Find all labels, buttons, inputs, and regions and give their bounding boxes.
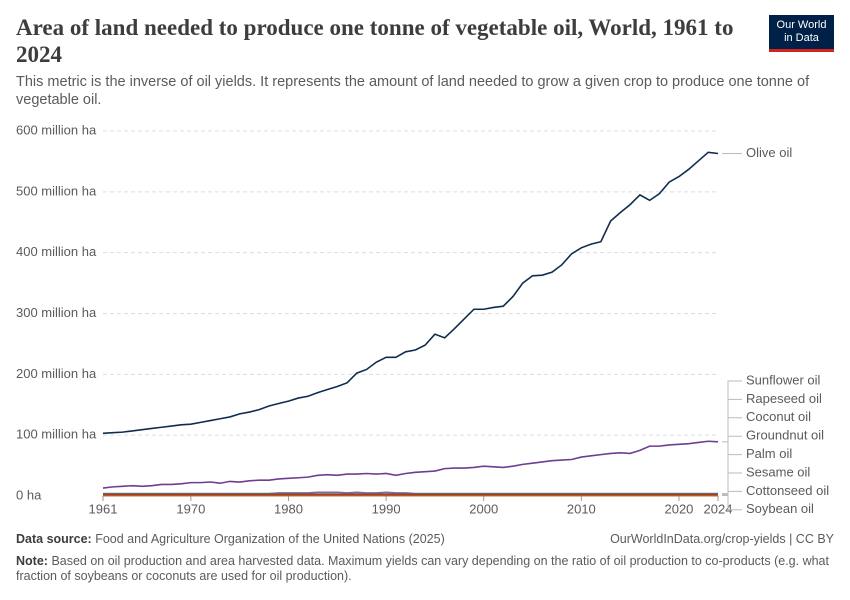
line bbox=[102, 440, 719, 489]
legend-label: Rapeseed oil bbox=[746, 391, 822, 406]
label-connector bbox=[722, 435, 742, 495]
note-label: Note: bbox=[16, 554, 48, 568]
chart: 0 ha 100 million ha 200 million ha 300 mill… bbox=[16, 122, 829, 516]
x-tick-label: 1970 bbox=[176, 501, 205, 516]
legend-label: Sunflower oil bbox=[746, 372, 821, 387]
y-tick-label: 400 million ha bbox=[16, 244, 97, 259]
y-tick-label: 0 ha bbox=[16, 487, 42, 502]
legend-label: Soybean oil bbox=[746, 501, 814, 516]
line bbox=[102, 151, 719, 435]
label-connector bbox=[722, 490, 742, 496]
legend-label: Olive oil bbox=[746, 145, 792, 160]
y-tick-label: 600 million ha bbox=[16, 122, 97, 137]
source: Data source: Food and Agriculture Organi… bbox=[16, 532, 445, 546]
note-text: Based on oil production and area harvest… bbox=[16, 554, 829, 583]
y-tick-label: 500 million ha bbox=[16, 183, 97, 198]
x-tick-label: 1961 bbox=[89, 501, 118, 516]
label-connector bbox=[722, 380, 742, 443]
source-label: Data source: bbox=[16, 532, 92, 546]
label-connector bbox=[722, 494, 742, 511]
y-tick-label: 300 million ha bbox=[16, 305, 97, 320]
label-connector bbox=[722, 417, 742, 496]
chart-subtitle: This metric is the inverse of oil yields… bbox=[16, 74, 810, 108]
legend-label: Sesame oil bbox=[746, 464, 810, 479]
x-tick-label: 2010 bbox=[567, 501, 596, 516]
url[interactable]: OurWorldInData.org/crop-yields | CC BY bbox=[610, 532, 834, 546]
x-tick-label: 1990 bbox=[372, 501, 401, 516]
logo[interactable]: Our World in Data bbox=[769, 15, 834, 52]
label-connector bbox=[722, 398, 742, 495]
x-tick-label: 1980 bbox=[274, 501, 303, 516]
y-tick-label: 200 million ha bbox=[16, 366, 97, 381]
note: Note: Based on oil production and area h… bbox=[16, 554, 831, 584]
legend-label: Groundnut oil bbox=[746, 428, 824, 443]
chart-title: Area of land needed to produce one tonne… bbox=[16, 15, 734, 67]
source-text: Food and Agriculture Organization of the… bbox=[95, 532, 445, 546]
y-tick-label: 100 million ha bbox=[16, 427, 97, 442]
label-connector bbox=[722, 454, 742, 496]
label-connector bbox=[722, 472, 742, 495]
legend-label: Cottonseed oil bbox=[746, 483, 829, 498]
x-tick-label: 2000 bbox=[469, 501, 498, 516]
x-tick-label: 2020 bbox=[664, 501, 693, 516]
legend-label: Palm oil bbox=[746, 446, 792, 461]
x-tick-label: 2024 bbox=[704, 501, 733, 516]
logo-text: in Data bbox=[784, 32, 819, 44]
legend-label: Coconut oil bbox=[746, 409, 811, 424]
logo-text: Our World bbox=[776, 19, 827, 31]
